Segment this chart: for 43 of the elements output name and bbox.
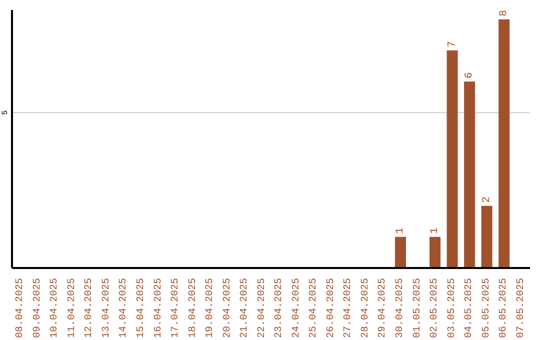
- x-tick-label: 06.05.2025: [498, 278, 510, 338]
- x-tick-label: 16.04.2025: [153, 278, 164, 338]
- x-tick-label: 21.04.2025: [240, 278, 251, 338]
- x-tick-label: 26.04.2025: [326, 278, 337, 338]
- x-tick-label: 03.05.2025: [446, 278, 458, 338]
- y-tick-label: 5: [1, 110, 10, 115]
- x-tick-label: 08.04.2025: [15, 278, 26, 338]
- x-tick-label: 24.04.2025: [291, 278, 302, 338]
- bar: [481, 206, 492, 268]
- x-tick-label: 25.04.2025: [308, 278, 320, 338]
- data-label: 2: [480, 196, 493, 203]
- x-tick-label: 01.05.2025: [412, 278, 424, 338]
- x-tick-label: 23.04.2025: [274, 278, 286, 338]
- x-tick-label: 20.04.2025: [222, 278, 234, 338]
- x-tick-label: 11.04.2025: [66, 278, 78, 338]
- x-tick-label: 10.04.2025: [50, 278, 61, 338]
- bar: [430, 236, 441, 268]
- x-tick-label: 07.05.2025: [516, 278, 527, 338]
- data-label: 6: [464, 72, 476, 78]
- bar: [464, 81, 476, 268]
- x-tick-label: 15.04.2025: [136, 278, 147, 338]
- x-tick-label: 05.05.2025: [481, 278, 492, 338]
- x-tick-label: 17.04.2025: [170, 278, 182, 338]
- x-tick-label: 14.04.2025: [118, 278, 130, 338]
- data-label: 8: [498, 10, 510, 16]
- x-tick-label: 09.04.2025: [32, 278, 44, 338]
- x-tick-label: 27.04.2025: [343, 278, 354, 338]
- bar: [498, 19, 510, 268]
- x-tick-label: 22.04.2025: [256, 278, 268, 338]
- x-tick-label: 12.04.2025: [84, 278, 96, 338]
- x-tick-label: 04.05.2025: [464, 278, 476, 338]
- data-label: 1: [394, 228, 406, 234]
- x-tick-label: 13.04.2025: [101, 278, 112, 338]
- x-tick-label: 29.04.2025: [378, 278, 389, 338]
- x-tick-label: 02.05.2025: [430, 278, 441, 338]
- data-label: 7: [446, 41, 458, 48]
- x-tick-label: 19.04.2025: [205, 278, 216, 338]
- data-label: 1: [429, 228, 442, 234]
- bar: [446, 50, 458, 268]
- x-tick-label: 30.04.2025: [395, 278, 406, 338]
- bar: [394, 236, 406, 268]
- x-tick-label: 18.04.2025: [188, 278, 199, 338]
- x-tick-label: 28.04.2025: [360, 278, 372, 338]
